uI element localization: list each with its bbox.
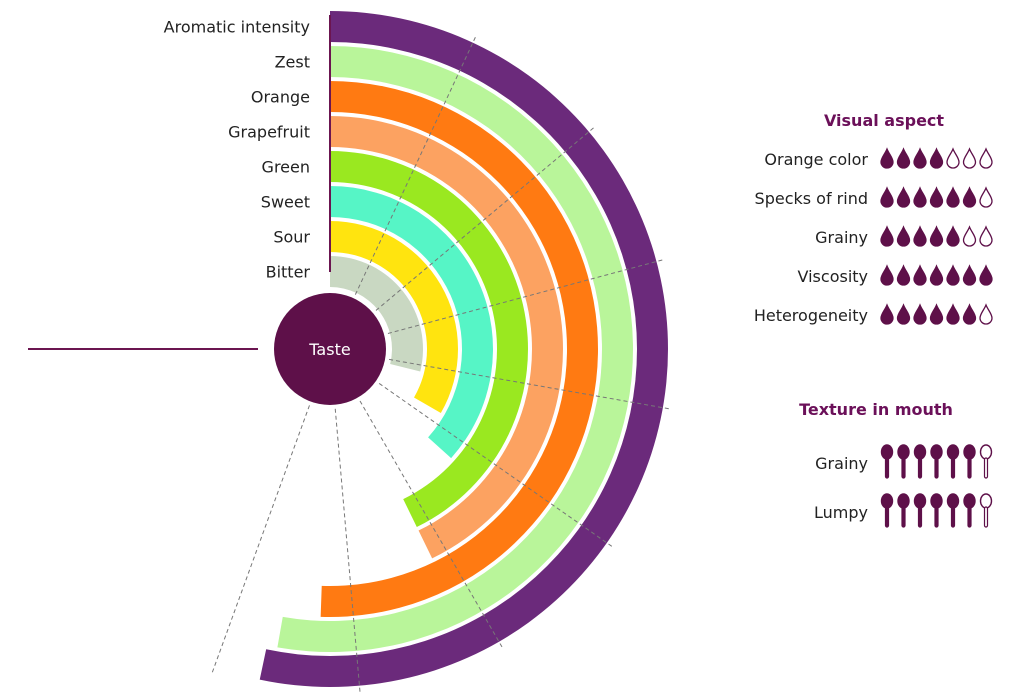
drop-filled-icon [913, 225, 927, 247]
spoon-filled-icon [880, 444, 894, 479]
drop-empty-icon [962, 225, 977, 247]
drop-filled-icon [929, 303, 944, 325]
rating-label: Orange color [764, 150, 868, 169]
grid-line [375, 126, 595, 311]
series-label: Grapefruit [228, 123, 310, 142]
drop-filled-icon [946, 303, 960, 325]
series-label: Sweet [261, 193, 310, 212]
spoon-filled-icon [930, 493, 943, 528]
drop-filled-icon [929, 225, 944, 247]
drop-filled-icon [880, 186, 894, 208]
grid-lines [211, 36, 670, 693]
spoon-filled-icon [913, 444, 927, 479]
grid-line [387, 259, 664, 334]
series-label: Sour [273, 228, 310, 247]
center-label: Taste [308, 340, 350, 359]
rating-label: Specks of rind [755, 189, 868, 208]
drop-filled-icon [896, 264, 911, 286]
drop-filled-icon [946, 186, 960, 208]
spoon-filled-icon [897, 444, 910, 479]
spoon-filled-icon [963, 493, 976, 528]
drop-filled-icon [979, 264, 993, 286]
drop-filled-icon [880, 303, 894, 325]
ring-grapefruit [330, 116, 564, 559]
grid-line [378, 383, 613, 548]
drop-filled-icon [913, 303, 927, 325]
rating-label: Heterogeneity [754, 306, 868, 325]
drop-filled-icon [913, 147, 927, 169]
drop-filled-icon [880, 147, 894, 169]
rating-label: Grainy [815, 228, 868, 247]
drop-empty-icon [979, 186, 993, 208]
series-label: Orange [251, 88, 310, 107]
drop-filled-icon [880, 264, 894, 286]
center-disc [274, 293, 386, 405]
ring-bitter [330, 256, 423, 372]
rating-label: Lumpy [814, 503, 868, 522]
label-lines [28, 15, 331, 350]
grid-line [211, 405, 310, 674]
rating-label: Grainy [815, 454, 868, 473]
drop-filled-icon [913, 264, 927, 286]
rating-label: Viscosity [798, 267, 868, 286]
visual-title: Visual aspect [824, 111, 944, 130]
spoon-filled-icon [913, 493, 927, 528]
drop-filled-icon [880, 225, 894, 247]
drop-filled-icon [962, 186, 977, 208]
ring-orange [320, 81, 599, 617]
grid-line [354, 36, 477, 295]
drop-empty-icon [979, 225, 993, 247]
drop-filled-icon [929, 264, 944, 286]
spoon-filled-icon [946, 493, 960, 528]
ring-green [330, 151, 528, 527]
texture-panel: Texture in mouth Grainy Lumpy [799, 400, 993, 528]
drop-empty-icon [962, 147, 977, 169]
center-circle: Taste [274, 293, 386, 405]
series-label: Bitter [266, 263, 311, 282]
spoon-empty-icon [979, 493, 993, 528]
drop-filled-icon [929, 186, 944, 208]
grid-line [334, 408, 361, 693]
visual-aspect-panel: Visual aspect Orange color Specks of rind G… [754, 111, 993, 325]
drop-filled-icon [896, 225, 911, 247]
spoon-filled-icon [963, 444, 976, 479]
drop-filled-icon [896, 303, 911, 325]
spoon-filled-icon [946, 444, 960, 479]
drop-filled-icon [962, 264, 977, 286]
texture-title: Texture in mouth [799, 400, 953, 419]
grid-line [389, 358, 670, 410]
grid-line [359, 400, 503, 649]
series-label: Zest [275, 53, 310, 72]
spoon-filled-icon [930, 444, 943, 479]
drop-filled-icon [946, 225, 960, 247]
spoon-filled-icon [880, 493, 894, 528]
drop-filled-icon [896, 186, 911, 208]
spoon-empty-icon [979, 444, 993, 479]
drop-empty-icon [979, 147, 993, 169]
drop-filled-icon [896, 147, 911, 169]
drop-filled-icon [946, 264, 960, 286]
drop-empty-icon [946, 147, 960, 169]
ring-sweet [330, 186, 493, 459]
drop-empty-icon [979, 303, 993, 325]
drop-filled-icon [913, 186, 927, 208]
series-labels: Aromatic intensity Zest Orange Grapefruit Gr… [164, 18, 311, 282]
series-label: Aromatic intensity [164, 18, 310, 37]
drop-filled-icon [962, 303, 977, 325]
series-label: Green [262, 158, 310, 177]
drop-filled-icon [929, 147, 944, 169]
spoon-filled-icon [897, 493, 910, 528]
